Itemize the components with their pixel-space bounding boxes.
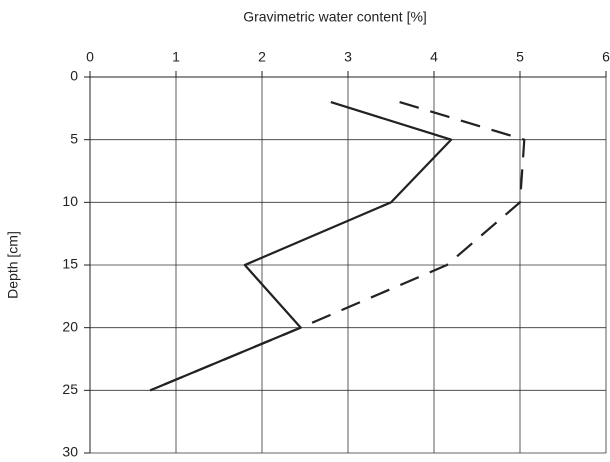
x-tick-label: 1 xyxy=(172,49,180,65)
data-line xyxy=(149,101,453,392)
x-tick-label: 0 xyxy=(86,49,94,65)
y-tick-label: 0 xyxy=(70,68,78,84)
y-tick-label: 20 xyxy=(62,318,78,334)
data-line xyxy=(149,101,526,392)
y-axis-label: Depth [cm] xyxy=(5,231,21,299)
x-tick-label: 6 xyxy=(602,49,610,65)
y-tick-label: 15 xyxy=(62,256,78,272)
x-axis-label: Gravimetric water content [%] xyxy=(243,9,427,25)
y-tick-label: 5 xyxy=(70,130,78,146)
x-tick-label: 5 xyxy=(516,49,524,65)
x-tick-label: 4 xyxy=(430,49,438,65)
y-tick-label: 25 xyxy=(62,381,78,397)
y-tick-label: 10 xyxy=(62,193,78,209)
y-tick-label: 30 xyxy=(62,444,78,460)
x-tick-label: 3 xyxy=(344,49,352,65)
x-tick-label: 2 xyxy=(258,49,266,65)
